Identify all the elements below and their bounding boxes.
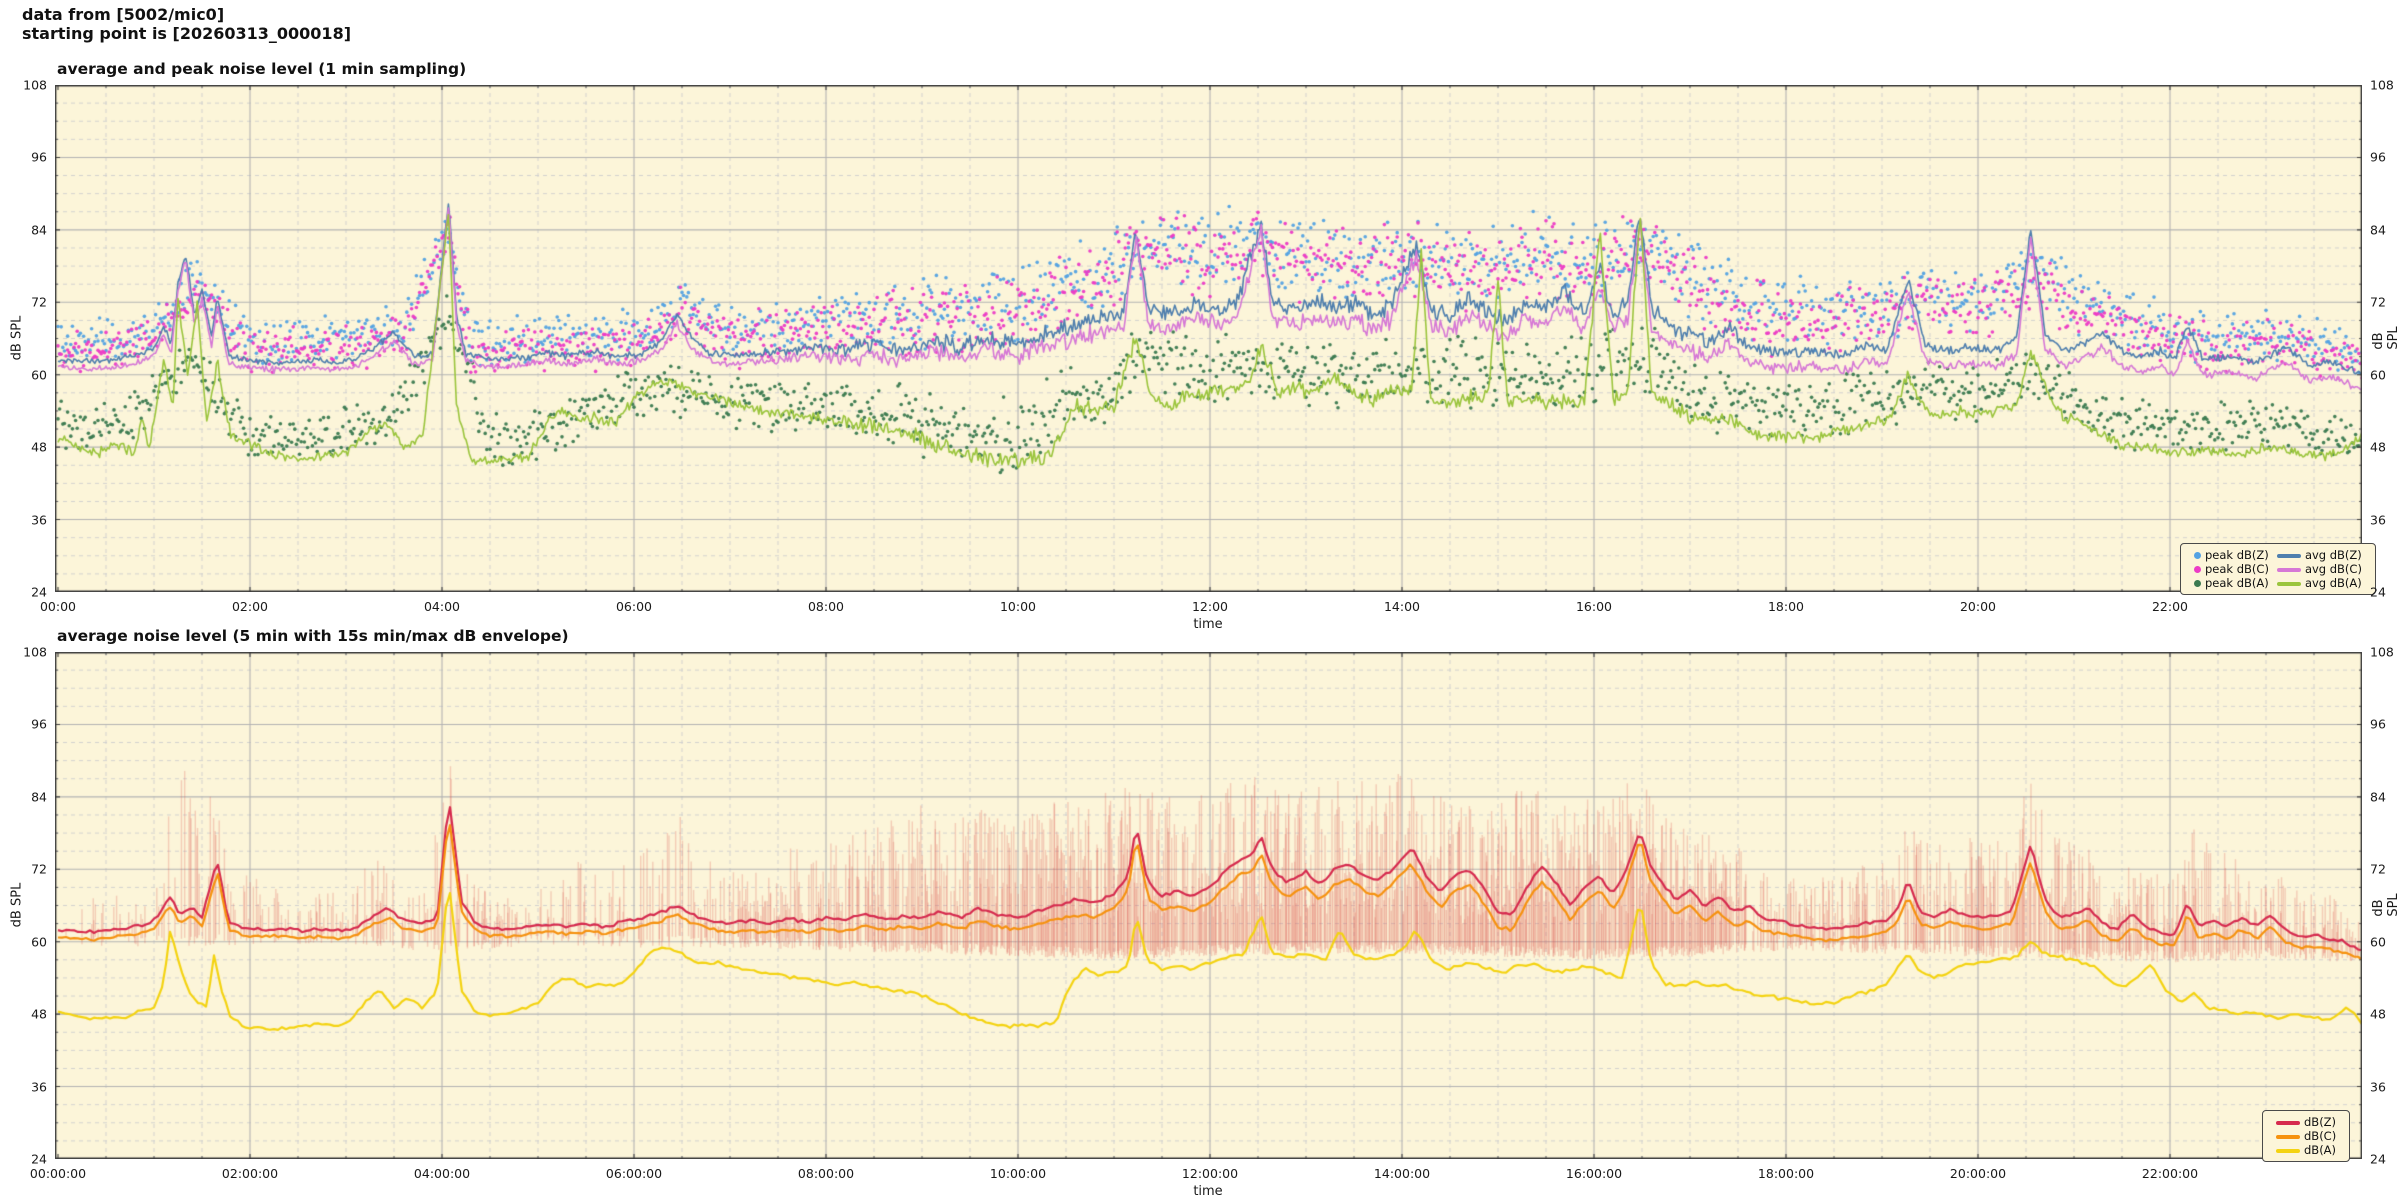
x-tick-label: 10:00 bbox=[999, 599, 1037, 614]
y-tick-label: 84 bbox=[31, 222, 47, 238]
y-tick-label: 96 bbox=[31, 149, 47, 165]
legend-label: peak dB(C) bbox=[2205, 562, 2269, 576]
y-tick-label: 24 bbox=[31, 1151, 47, 1167]
y-tick-label: 96 bbox=[31, 716, 47, 732]
x-tick-label: 12:00 bbox=[1191, 599, 1229, 614]
y-tick-label: 36 bbox=[31, 1079, 47, 1095]
avg-dbc-line-swatch bbox=[2276, 567, 2301, 572]
x-tick-label: 10:00:00 bbox=[989, 1166, 1047, 1181]
x-tick-label: 18:00:00 bbox=[1757, 1166, 1815, 1181]
x-tick-label: 04:00 bbox=[423, 599, 461, 614]
dbc-line-swatch bbox=[2276, 1134, 2300, 1139]
y-tick-label-right: 48 bbox=[2370, 439, 2386, 455]
x-tick-label: 22:00:00 bbox=[2141, 1166, 2199, 1181]
x-tick-label: 02:00 bbox=[231, 599, 269, 614]
bottom-ylabel-right: dB SPL bbox=[2371, 893, 2400, 917]
y-tick-label: 72 bbox=[31, 861, 47, 877]
x-tick-label: 00:00:00 bbox=[29, 1166, 87, 1181]
y-tick-label: 60 bbox=[31, 367, 47, 383]
bottom-plot-canvas bbox=[55, 652, 2362, 1159]
top-plot-canvas bbox=[55, 85, 2362, 592]
x-tick-label: 14:00 bbox=[1383, 599, 1421, 614]
x-tick-label: 06:00 bbox=[615, 599, 653, 614]
y-tick-label: 36 bbox=[31, 512, 47, 528]
y-tick-label: 108 bbox=[23, 644, 47, 660]
x-tick-label: 14:00:00 bbox=[1373, 1166, 1431, 1181]
x-tick-label: 20:00:00 bbox=[1949, 1166, 2007, 1181]
peak-dba-marker bbox=[2194, 580, 2201, 587]
y-tick-label-right: 60 bbox=[2370, 367, 2386, 383]
x-tick-label: 04:00:00 bbox=[413, 1166, 471, 1181]
header-line-2: starting point is [20260313_000018] bbox=[22, 24, 352, 43]
y-tick-label: 48 bbox=[31, 439, 47, 455]
y-tick-label-right: 96 bbox=[2370, 149, 2386, 165]
figure-header: data from [5002/mic0] starting point is [… bbox=[22, 5, 351, 43]
y-tick-label-right: 36 bbox=[2370, 512, 2386, 528]
dba-line-swatch bbox=[2276, 1148, 2300, 1153]
y-tick-label-right: 60 bbox=[2370, 934, 2386, 950]
legend-label: dB(C) bbox=[2304, 1129, 2337, 1143]
x-tick-label: 18:00 bbox=[1767, 599, 1805, 614]
bottom-xlabel: time bbox=[1193, 1184, 1223, 1199]
y-tick-label: 24 bbox=[31, 584, 47, 600]
top-plot-title: average and peak noise level (1 min samp… bbox=[57, 60, 467, 78]
x-tick-label: 16:00 bbox=[1575, 599, 1613, 614]
y-tick-label: 48 bbox=[31, 1006, 47, 1022]
bottom-ylabel-left: dB SPL bbox=[9, 882, 25, 928]
x-tick-label: 06:00:00 bbox=[605, 1166, 663, 1181]
x-tick-label: 08:00 bbox=[807, 599, 845, 614]
top-ylabel-right: dB SPL bbox=[2371, 326, 2400, 350]
y-tick-label-right: 48 bbox=[2370, 1006, 2386, 1022]
x-tick-label: 22:00 bbox=[2151, 599, 2189, 614]
y-tick-label-right: 108 bbox=[2370, 77, 2394, 93]
avg-dbz-line-swatch bbox=[2276, 553, 2301, 558]
y-tick-label-right: 96 bbox=[2370, 716, 2386, 732]
peak-dbc-marker bbox=[2194, 566, 2201, 573]
y-tick-label-right: 108 bbox=[2370, 644, 2394, 660]
legend-label: dB(Z) bbox=[2304, 1115, 2337, 1129]
bottom-plot-title: average noise level (5 min with 15s min/… bbox=[57, 627, 569, 645]
x-tick-label: 12:00:00 bbox=[1181, 1166, 1239, 1181]
y-tick-label: 60 bbox=[31, 934, 47, 950]
y-tick-label-right: 72 bbox=[2370, 294, 2386, 310]
legend-label: dB(A) bbox=[2304, 1143, 2337, 1157]
x-tick-label: 00:00 bbox=[39, 599, 77, 614]
x-tick-label: 08:00:00 bbox=[797, 1166, 855, 1181]
legend-label: peak dB(Z) bbox=[2205, 548, 2269, 562]
legend-label: avg dB(Z) bbox=[2304, 548, 2362, 562]
y-tick-label: 84 bbox=[31, 789, 47, 805]
bottom-plot-legend: dB(Z) dB(C) dB(A) bbox=[2262, 1110, 2351, 1162]
top-plot-legend: peak dB(Z) avg dB(Z) peak dB(C) avg dB(C… bbox=[2180, 543, 2376, 595]
legend-label: avg dB(C) bbox=[2304, 562, 2362, 576]
x-tick-label: 02:00:00 bbox=[221, 1166, 279, 1181]
peak-dbz-marker bbox=[2194, 552, 2201, 559]
y-tick-label-right: 36 bbox=[2370, 1079, 2386, 1095]
y-tick-label-right: 84 bbox=[2370, 789, 2386, 805]
y-tick-label-right: 24 bbox=[2370, 584, 2386, 600]
legend-label: avg dB(A) bbox=[2304, 576, 2362, 590]
x-tick-label: 20:00 bbox=[1959, 599, 1997, 614]
header-line-1: data from [5002/mic0] bbox=[22, 5, 225, 24]
x-tick-label: 16:00:00 bbox=[1565, 1166, 1623, 1181]
legend-label: peak dB(A) bbox=[2205, 576, 2269, 590]
y-tick-label-right: 84 bbox=[2370, 222, 2386, 238]
dbz-line-swatch bbox=[2276, 1120, 2300, 1125]
avg-dba-line-swatch bbox=[2276, 581, 2301, 586]
top-ylabel-left: dB SPL bbox=[9, 315, 25, 361]
y-tick-label-right: 24 bbox=[2370, 1151, 2386, 1167]
y-tick-label-right: 72 bbox=[2370, 861, 2386, 877]
top-xlabel: time bbox=[1193, 617, 1223, 632]
y-tick-label: 72 bbox=[31, 294, 47, 310]
y-tick-label: 108 bbox=[23, 77, 47, 93]
